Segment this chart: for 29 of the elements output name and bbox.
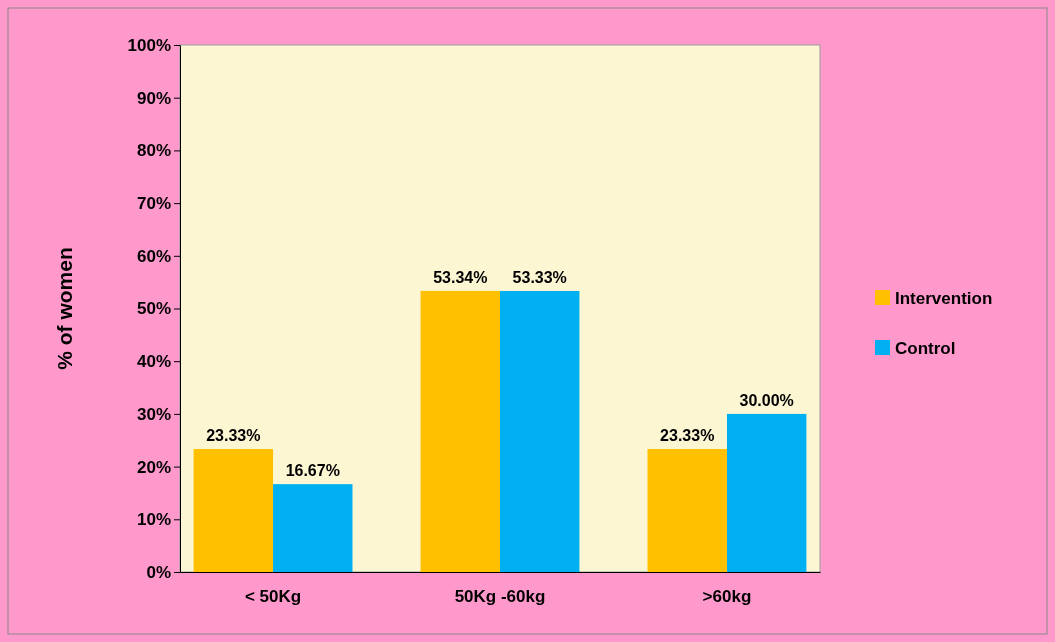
y-tick-label: 80% [136, 141, 171, 161]
bar [500, 290, 580, 572]
bar [420, 290, 500, 572]
y-tick-label: 10% [136, 510, 171, 530]
bar [726, 413, 807, 572]
x-tick-label: < 50Kg [244, 587, 302, 607]
y-tick-label: 0% [146, 562, 171, 582]
data-label: 30.00% [739, 391, 794, 409]
legend-label: Control [895, 339, 956, 358]
y-tick-label: 30% [136, 404, 171, 424]
bar [193, 449, 274, 572]
data-label: 53.34% [433, 268, 488, 286]
y-tick-label: 50% [136, 299, 171, 319]
data-label: 23.33% [206, 427, 261, 445]
y-tick-label: 60% [136, 246, 171, 266]
bar [273, 484, 353, 572]
y-tick-label: 70% [136, 194, 171, 214]
y-tick-label: 100% [127, 35, 171, 55]
y-tick-label: 20% [136, 457, 171, 477]
data-label: 16.67% [285, 462, 340, 480]
data-label: 23.33% [660, 427, 715, 445]
y-axis-title: % of women [53, 247, 76, 370]
x-tick-label: >60kg [702, 587, 752, 607]
x-tick-label: 50Kg -60kg [454, 587, 546, 607]
data-label: 53.33% [512, 268, 567, 286]
y-tick-label: 90% [136, 88, 171, 108]
legend-label: Intervention [895, 289, 993, 308]
bar [647, 449, 727, 572]
y-tick-label: 40% [136, 352, 171, 372]
